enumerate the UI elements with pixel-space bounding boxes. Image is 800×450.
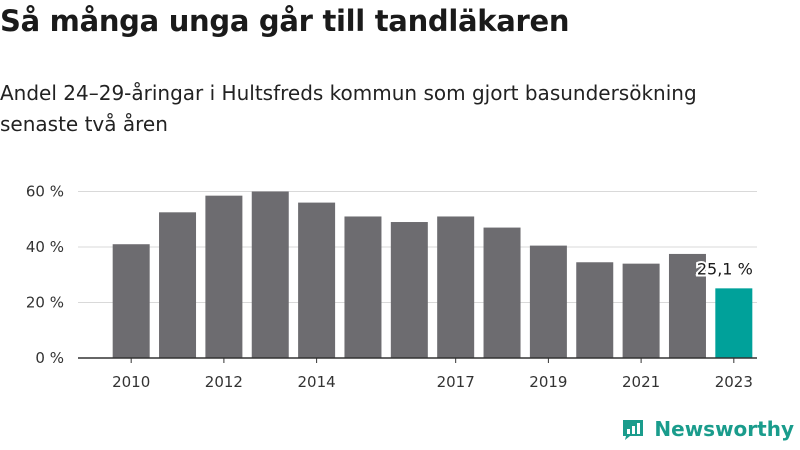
- bar-2023: [715, 288, 753, 358]
- bar-2013: [251, 191, 289, 358]
- x-tick-label: 2021: [622, 373, 660, 391]
- x-tick-label: 2017: [437, 373, 475, 391]
- newsworthy-logo-icon: [623, 420, 644, 440]
- y-tick-label: 20 %: [26, 294, 64, 312]
- bar-2014: [298, 202, 336, 358]
- bar-2019: [529, 245, 567, 358]
- x-tick-label: 2014: [298, 373, 336, 391]
- bar-2015: [344, 216, 382, 358]
- y-tick-label: 40 %: [26, 238, 64, 256]
- y-axis-ticks: 0 % 20 % 40 % 60 %: [26, 183, 64, 368]
- x-tick-label: 2023: [715, 373, 753, 391]
- bar-2018: [483, 227, 521, 358]
- y-tick-label: 0 %: [35, 349, 64, 367]
- x-axis-ticks: 2010 2012 2014 2017 2019 2021 2023: [112, 358, 753, 391]
- brand: Newsworthy: [620, 416, 794, 442]
- x-tick-label: 2019: [529, 373, 567, 391]
- bar-2022: [668, 253, 706, 358]
- x-tick-label: 2010: [112, 373, 150, 391]
- bar-2020: [576, 262, 614, 358]
- chart-title: Så många unga går till tandläkaren: [0, 4, 570, 38]
- y-tick-label: 60 %: [26, 183, 64, 201]
- x-tick-label: 2012: [205, 373, 243, 391]
- chart-subtitle: Andel 24–29-åringar i Hultsfreds kommun …: [0, 81, 697, 136]
- bar-2016: [390, 222, 428, 358]
- bar-2012: [205, 195, 243, 358]
- highlight-value-label: 25,1 %: [697, 259, 753, 278]
- bar-2021: [622, 263, 660, 358]
- brand-name: Newsworthy: [654, 417, 794, 441]
- bar-2011: [159, 212, 197, 358]
- bar-chart: 0 % 20 % 40 % 60 % 2010 2012 2014 2017 2019 2021…: [26, 183, 757, 391]
- bar-2017: [437, 216, 475, 358]
- bar-2010: [112, 244, 150, 358]
- bars: [112, 191, 753, 358]
